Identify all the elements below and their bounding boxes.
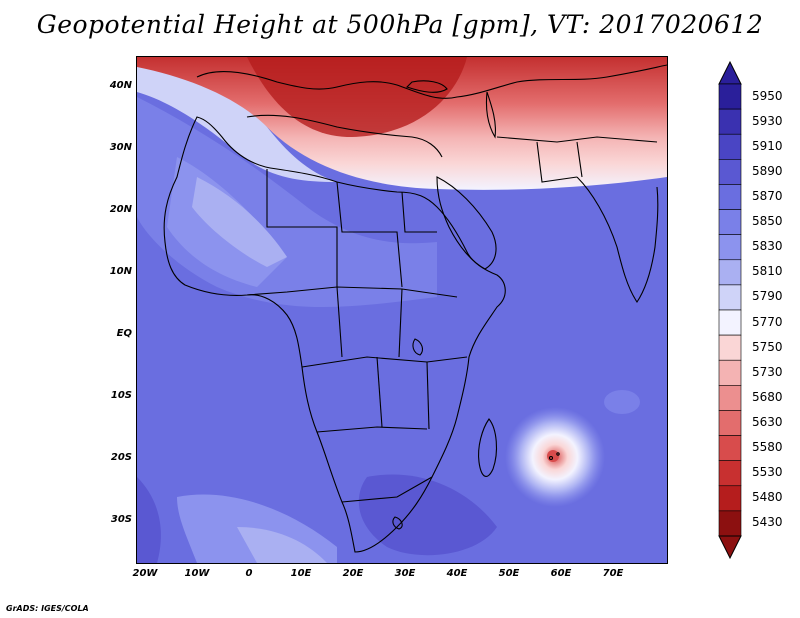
- colorbar-swatch: [718, 83, 742, 110]
- lon-tick-50e: 50E: [498, 568, 520, 579]
- colorbar-swatch: [718, 234, 742, 261]
- colorbar-swatch: [718, 159, 742, 185]
- colorbar-label: 5770: [752, 314, 783, 329]
- colorbar-swatch: [718, 460, 742, 487]
- lon-tick-20w: 20W: [132, 568, 158, 579]
- colorbar-swatch: [718, 133, 742, 160]
- colorbar-swatch: [718, 284, 742, 311]
- colorbar-swatch: [718, 385, 742, 411]
- colorbar-label: 5870: [752, 189, 783, 203]
- colorbar-swatch: [718, 184, 742, 210]
- lon-tick-40e: 40E: [446, 568, 468, 579]
- lat-tick-10n: 10N: [109, 266, 132, 277]
- colorbar-label: 5790: [752, 289, 783, 304]
- lon-tick-20e: 20E: [342, 568, 364, 579]
- colorbar-label: 5730: [752, 364, 783, 379]
- colorbar-label: 5630: [752, 415, 783, 429]
- colorbar-swatch: [718, 435, 742, 461]
- lat-tick-20n: 20N: [109, 204, 132, 215]
- colorbar: [718, 60, 742, 560]
- lat-tick-30s: 30S: [110, 514, 132, 525]
- lat-tick-eq: EQ: [116, 328, 132, 339]
- lat-tick-20s: 20S: [110, 452, 132, 463]
- lon-tick-10e: 10E: [290, 568, 312, 579]
- lon-tick-70e: 70E: [602, 568, 624, 579]
- colorbar-bottom-arrow: [718, 535, 742, 560]
- colorbar-label: 5530: [752, 465, 783, 480]
- lon-tick-60e: 60E: [550, 568, 572, 579]
- colorbar-label: 5910: [752, 138, 783, 153]
- credit-text: GrADS: IGES/COLA: [6, 604, 89, 613]
- colorbar-swatch: [718, 359, 742, 386]
- colorbar-label: 5430: [752, 515, 783, 530]
- lat-tick-10s: 10S: [110, 390, 132, 401]
- colorbar-label: 5930: [752, 113, 783, 128]
- colorbar-label: 5850: [752, 214, 783, 229]
- colorbar-swatch: [718, 485, 742, 512]
- colorbar-swatch: [718, 510, 742, 537]
- map-plot-area: [136, 56, 668, 564]
- colorbar-label: 5950: [752, 88, 783, 103]
- lon-tick-10w: 10W: [184, 568, 210, 579]
- map-title: Geopotential Height at 500hPa [gpm], VT:…: [36, 10, 764, 39]
- lat-tick-30n: 30N: [109, 142, 132, 153]
- geopotential-map: [137, 57, 667, 563]
- lon-tick-0: 0: [245, 568, 253, 579]
- colorbar-swatch: [718, 259, 742, 286]
- colorbar-label: 5750: [752, 339, 783, 354]
- lat-tick-40n: 40N: [109, 80, 132, 91]
- colorbar-swatch: [718, 410, 742, 436]
- colorbar-label: 5680: [752, 389, 783, 404]
- colorbar-label: 5580: [752, 440, 783, 455]
- colorbar-swatch: [718, 108, 742, 135]
- colorbar-label: 5810: [752, 264, 783, 279]
- colorbar-label: 5480: [752, 490, 783, 505]
- colorbar-swatch: [718, 334, 742, 361]
- colorbar-swatch: [718, 209, 742, 235]
- colorbar-label: 5830: [752, 239, 783, 254]
- colorbar-top-arrow: [718, 60, 742, 85]
- colorbar-swatch: [718, 309, 742, 336]
- lon-tick-30e: 30E: [394, 568, 416, 579]
- colorbar-label: 5890: [752, 163, 783, 178]
